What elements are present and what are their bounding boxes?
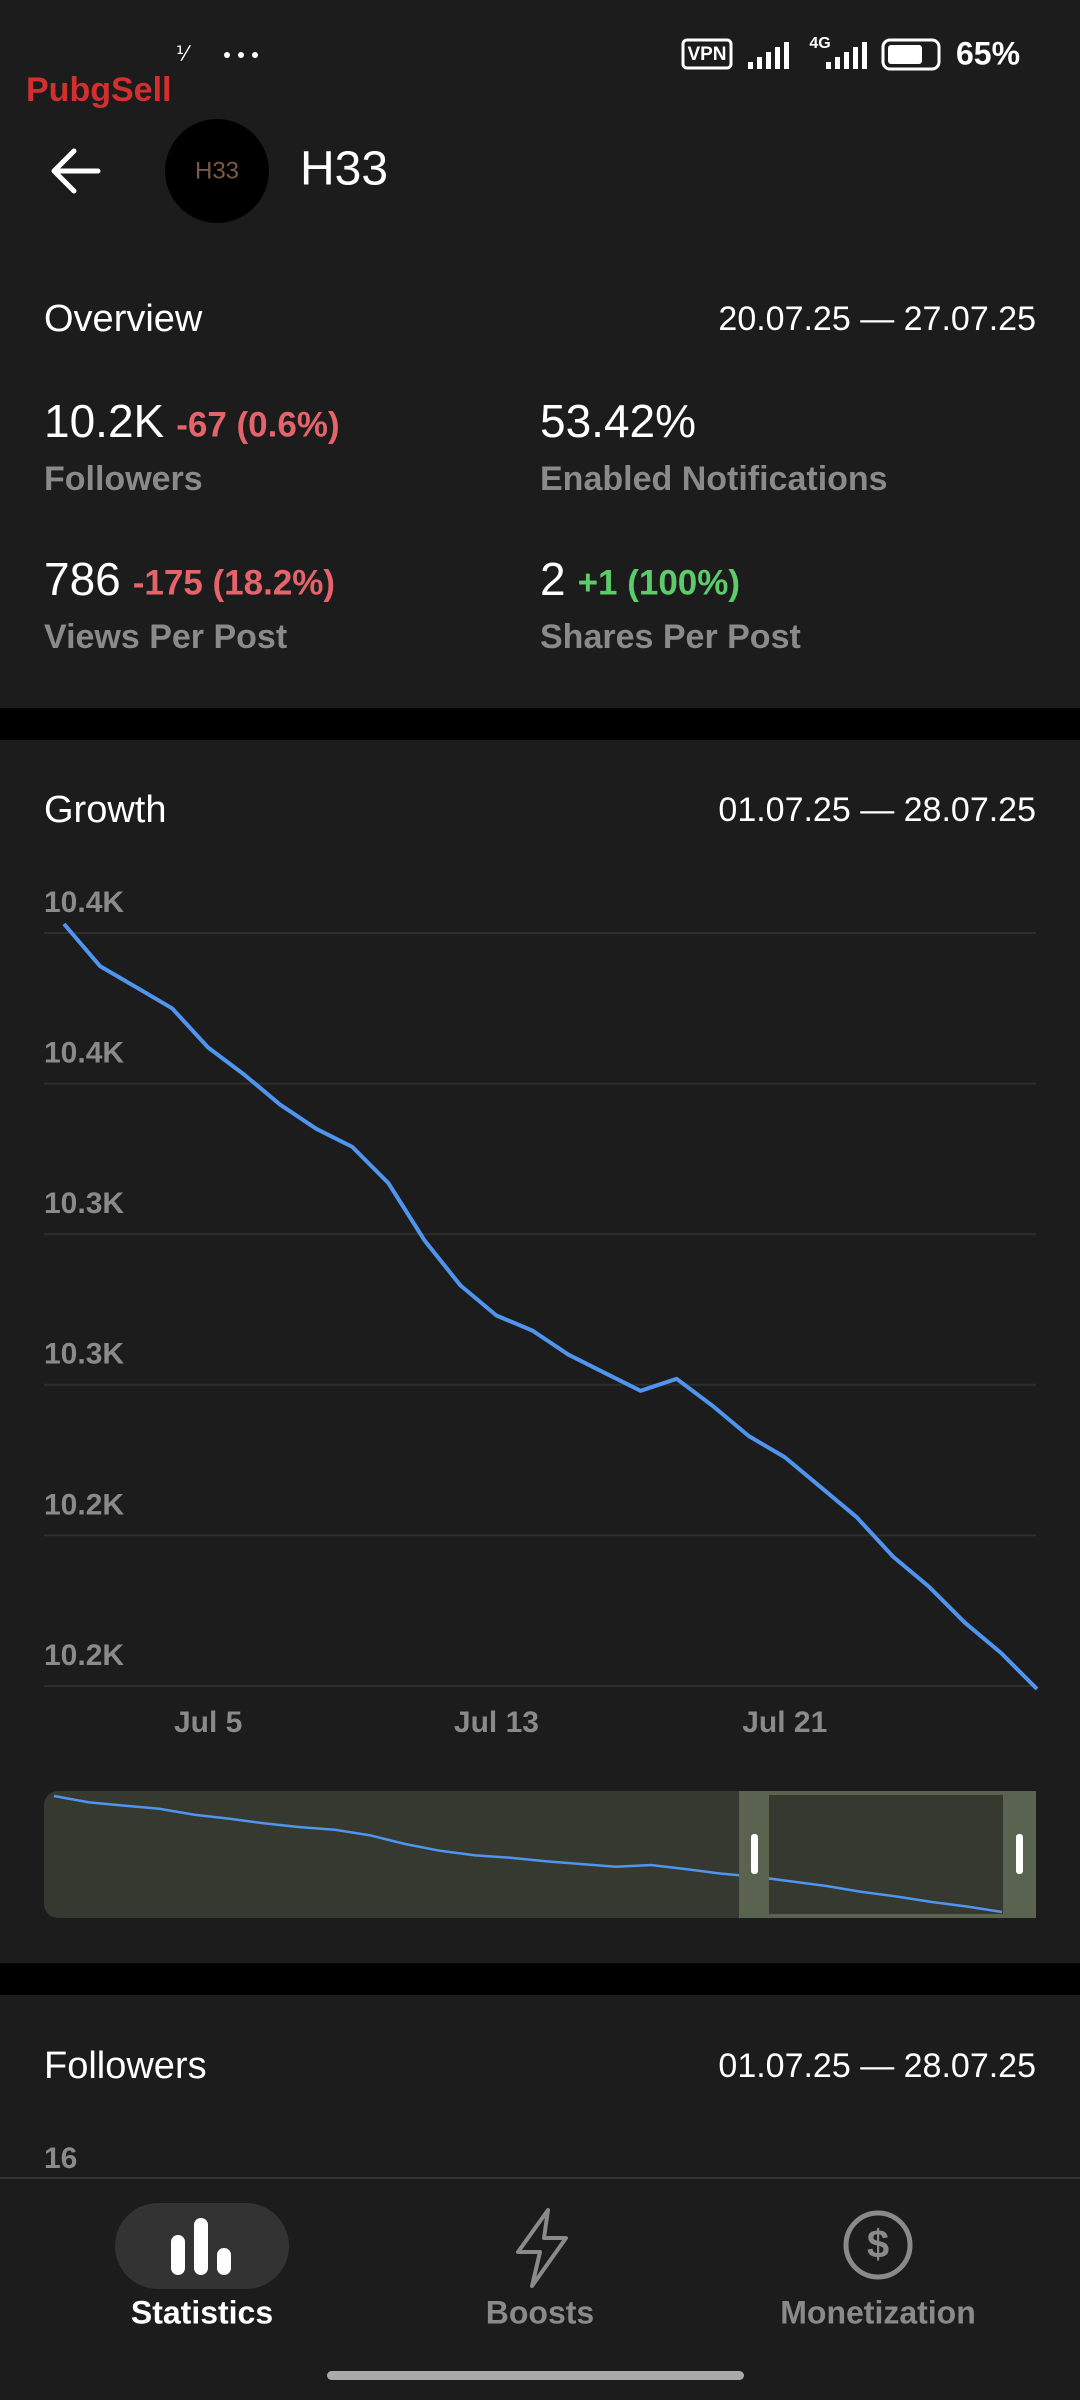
stat-change: -67 (0.6%) — [176, 405, 339, 444]
stat-label: Shares Per Post — [540, 618, 801, 656]
section-title: Overview — [44, 298, 203, 340]
dot — [238, 52, 244, 58]
y-tick-label: 16 — [44, 2142, 77, 2175]
handle[interactable] — [751, 1834, 758, 1874]
vpn: VPN — [687, 44, 726, 65]
stat-value: 2 — [540, 553, 566, 605]
growth-panel — [0, 740, 1080, 1963]
date-range: 01.07.25 — 28.07.25 — [718, 791, 1036, 829]
tab-label[interactable]: Monetization — [780, 2294, 976, 2330]
date-range: 20.07.25 — 27.07.25 — [718, 300, 1036, 338]
x-tick-label: Jul 21 — [742, 1706, 827, 1739]
stat-value: 10.2K — [44, 395, 165, 447]
stat-value: 786 — [44, 553, 121, 605]
monetization-icon — [843, 2210, 913, 2280]
home-indicator — [327, 2371, 744, 2380]
tab-label[interactable]: Boosts — [486, 2294, 594, 2330]
handle[interactable] — [1016, 1834, 1023, 1874]
boosts-icon — [516, 2208, 568, 2288]
y-tick-label: 10.3K — [44, 1338, 124, 1371]
y-tick-label: 10.4K — [44, 886, 124, 919]
stat-change: -175 (18.2%) — [133, 563, 335, 602]
mini-line — [53, 1794, 1003, 1914]
stat-label: Followers — [44, 460, 203, 498]
line — [62, 922, 1039, 1691]
vpn-box — [681, 38, 733, 70]
stat-label: Views Per Post — [44, 618, 287, 656]
stats: 10.2K -67 (0.6%) Followers 53.42% Enabled No… — [44, 395, 888, 656]
section-title: Growth — [44, 789, 166, 831]
section-title: Followers — [44, 2045, 207, 2087]
battery-outline — [881, 38, 941, 71]
dot — [224, 52, 230, 58]
channel-title: H33 — [300, 143, 388, 196]
navigator-preview — [53, 1794, 1003, 1914]
x-tick-label: Jul 13 — [454, 1706, 539, 1739]
stat-change: +1 (100%) — [578, 563, 740, 602]
statistics-icon — [171, 2218, 231, 2275]
dot — [252, 52, 258, 58]
date-range: 01.07.25 — 28.07.25 — [718, 2047, 1036, 2085]
avatar[interactable] — [165, 119, 269, 223]
watermark: PubgSell — [26, 71, 171, 109]
avatar-text: H33 — [195, 157, 239, 184]
stat-label: Enabled Notifications — [540, 460, 888, 498]
followers-panel — [0, 1995, 1080, 2177]
battery-level — [888, 45, 922, 64]
signal — [748, 42, 867, 69]
y-tick-label: 10.2K — [44, 1639, 124, 1672]
stat-value: 53.42% — [540, 395, 696, 447]
growth-chart: 10.2K 10.2K 10.3K 10.3K 10.4K 10.4K Jul 5 Jul 1… — [44, 886, 1039, 1739]
y-tick-label: 10.2K — [44, 1488, 124, 1521]
navigator[interactable] — [44, 1791, 1036, 1918]
x-tick-label: Jul 5 — [174, 1706, 242, 1739]
dollar: $ — [867, 2223, 889, 2267]
y-tick-label: 10.3K — [44, 1187, 124, 1220]
back-button[interactable] — [51, 148, 101, 194]
top-panel — [0, 0, 1080, 708]
battery: 65% — [956, 35, 1020, 71]
network: 4G — [809, 35, 830, 52]
tab-label[interactable]: Statistics — [131, 2294, 273, 2330]
y-tick-label: 10.4K — [44, 1037, 124, 1070]
navigator-window[interactable] — [739, 1791, 1036, 1918]
